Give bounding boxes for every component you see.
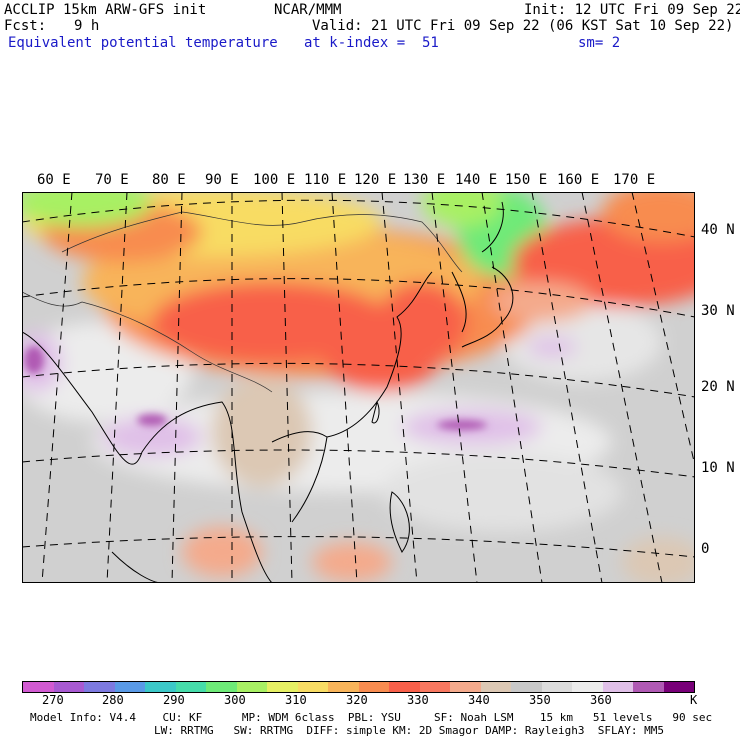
colorbar-swatch — [23, 682, 54, 692]
colorbar-swatch — [328, 682, 359, 692]
color-bar — [22, 681, 695, 693]
colorbar-swatch — [236, 682, 267, 692]
colorbar-swatch — [480, 682, 511, 692]
colorbar-tick-label: 360 — [590, 693, 612, 707]
lon-label: 60 E — [37, 172, 71, 188]
lon-label: 100 E — [253, 172, 296, 188]
theta-e-maxima — [24, 346, 487, 430]
lon-label: 150 E — [505, 172, 548, 188]
colorbar-swatch — [358, 682, 389, 692]
colorbar-tick-label: 310 — [285, 693, 307, 707]
colorbar-swatch — [175, 682, 206, 692]
colorbar-swatch — [206, 682, 237, 692]
lon-label: 110 E — [304, 172, 347, 188]
colorbar-swatch — [572, 682, 603, 692]
colorbar-swatch — [633, 682, 664, 692]
lat-label: 10 N — [701, 460, 735, 476]
forecast-hour: 9 h — [74, 18, 100, 34]
org-label: NCAR/MMM — [274, 2, 342, 18]
colorbar-swatch — [84, 682, 115, 692]
colorbar-swatch — [511, 682, 542, 692]
init-time: Init: 12 UTC Fri 09 Sep 22 — [524, 2, 740, 18]
forecast-label: Fcst: — [4, 18, 47, 34]
colorbar-swatch — [297, 682, 328, 692]
colorbar-swatch — [145, 682, 176, 692]
coastlines — [22, 201, 514, 583]
lon-label: 170 E — [613, 172, 656, 188]
valid-time: Valid: 21 UTC Fri 09 Sep 22 (06 KST Sat … — [312, 18, 734, 34]
lat-label: 40 N — [701, 222, 735, 238]
lat-label: 30 N — [701, 303, 735, 319]
model-info-line2: LW: RRTMG SW: RRTMG DIFF: simple KM: 2D … — [154, 724, 664, 737]
lon-label: 140 E — [455, 172, 498, 188]
colorbar-tick-label: 330 — [407, 693, 429, 707]
theta-e-map — [22, 192, 695, 583]
lat-label: 20 N — [701, 379, 735, 395]
colorbar-swatch — [114, 682, 145, 692]
lon-label: 90 E — [205, 172, 239, 188]
colorbar-swatch — [450, 682, 481, 692]
smoothing: sm= 2 — [578, 35, 621, 51]
model-info-line1: Model Info: V4.4 CU: KF MP: WDM 6class P… — [30, 711, 713, 724]
lat-label: 0 — [701, 541, 710, 557]
theta-e-shading — [22, 192, 695, 583]
lon-label: 130 E — [403, 172, 446, 188]
colorbar-swatch — [602, 682, 633, 692]
country-borders — [22, 211, 463, 393]
colorbar-swatch — [419, 682, 450, 692]
colorbar-swatch — [541, 682, 572, 692]
colorbar-swatch — [389, 682, 420, 692]
colorbar-tick-label: 290 — [163, 693, 185, 707]
field-name: Equivalent potential temperature — [8, 35, 278, 51]
colorbar-tick-label: 270 — [42, 693, 64, 707]
colorbar-tick-label: 320 — [346, 693, 368, 707]
colorbar-tick-label: 300 — [224, 693, 246, 707]
model-title: ACCLIP 15km ARW-GFS init — [4, 2, 207, 18]
colorbar-swatch — [663, 682, 694, 692]
level-index: at k-index = 51 — [304, 35, 439, 51]
colorbar-tick-label: 350 — [529, 693, 551, 707]
lon-label: 160 E — [557, 172, 600, 188]
graticule — [22, 192, 695, 583]
colorbar-unit: K — [690, 693, 698, 707]
lon-label: 70 E — [95, 172, 129, 188]
colorbar-swatch — [53, 682, 84, 692]
colorbar-swatch — [267, 682, 298, 692]
colorbar-tick-label: 340 — [468, 693, 490, 707]
colorbar-tick-label: 280 — [102, 693, 124, 707]
lon-label: 120 E — [354, 172, 397, 188]
lon-label: 80 E — [152, 172, 186, 188]
